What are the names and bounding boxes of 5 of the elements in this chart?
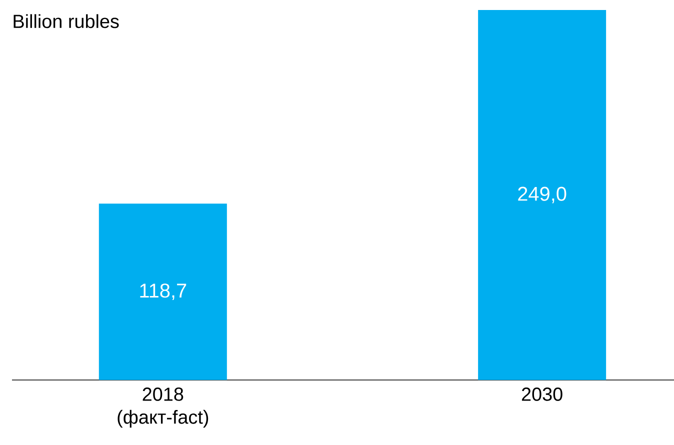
- y-axis-title: Billion rubles: [14, 14, 119, 28]
- data-label: 249,0: [518, 186, 566, 204]
- x-tick-label: 2018 (факт-fact): [118, 388, 208, 428]
- data-label: 118,7: [140, 284, 186, 300]
- x-tick-label: 2030: [522, 388, 562, 401]
